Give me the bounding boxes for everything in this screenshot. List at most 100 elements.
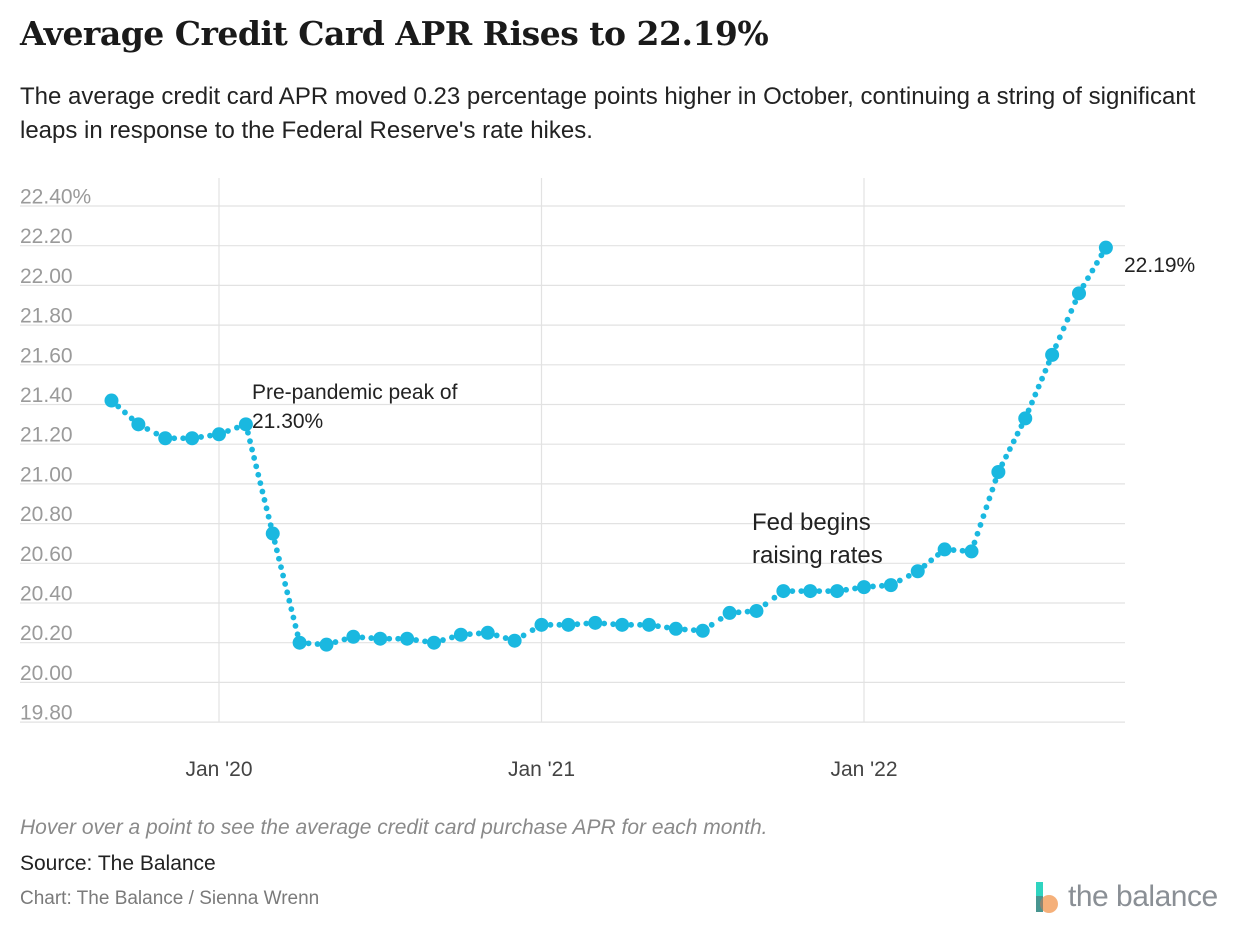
data-point[interactable]: [185, 431, 200, 446]
chart-title: Average Credit Card APR Rises to 22.19%: [20, 14, 769, 53]
data-point[interactable]: [749, 603, 764, 618]
line-dot: [986, 495, 993, 502]
line-dot: [251, 455, 258, 461]
series-points[interactable]: [104, 240, 1113, 652]
line-dot: [610, 621, 617, 628]
line-dot: [655, 623, 661, 630]
line-dot: [386, 635, 393, 642]
data-point[interactable]: [265, 526, 280, 541]
line-dot: [290, 614, 297, 621]
line-dot: [1072, 299, 1079, 306]
line-dot: [980, 513, 987, 520]
line-dot: [413, 637, 419, 643]
line-dot: [825, 588, 832, 594]
line-dot: [896, 577, 903, 584]
line-dot: [502, 635, 509, 641]
line-dot: [1014, 430, 1021, 437]
y-tick-label: 20.00: [20, 662, 73, 685]
data-point[interactable]: [131, 417, 146, 432]
line-dot: [305, 640, 312, 647]
data-point[interactable]: [803, 584, 818, 599]
data-point[interactable]: [695, 623, 710, 638]
data-point[interactable]: [104, 393, 119, 408]
data-point[interactable]: [1072, 286, 1086, 301]
line-dot: [493, 632, 500, 639]
line-dot: [359, 634, 366, 641]
data-point[interactable]: [722, 605, 737, 620]
source-text: Source: The Balance: [20, 852, 216, 875]
data-point[interactable]: [991, 464, 1006, 479]
y-tick-label: 22.00: [20, 265, 73, 288]
data-point[interactable]: [453, 627, 468, 642]
line-dot: [249, 446, 255, 453]
data-point[interactable]: [319, 637, 334, 652]
line-dot: [983, 504, 990, 511]
annotation-prepandemic-line1: Pre-pandemic peak of: [252, 381, 458, 404]
chart-subtitle: The average credit card APR moved 0.23 p…: [20, 83, 1196, 144]
line-dot: [1032, 391, 1039, 398]
line-dot: [273, 547, 280, 554]
data-point[interactable]: [292, 635, 307, 650]
data-point[interactable]: [1018, 411, 1033, 426]
line-dot: [905, 572, 912, 579]
line-dot: [789, 588, 796, 594]
data-point[interactable]: [238, 417, 253, 432]
line-dot: [574, 621, 581, 628]
data-point[interactable]: [1045, 347, 1060, 362]
line-dot: [255, 471, 262, 478]
line-dot: [762, 601, 769, 608]
data-point[interactable]: [776, 584, 791, 599]
line-dot: [261, 497, 268, 503]
data-point[interactable]: [480, 625, 495, 640]
line-dot: [144, 426, 151, 432]
line-dot: [681, 626, 688, 633]
line-dot: [798, 588, 805, 594]
data-point[interactable]: [427, 635, 441, 650]
data-point[interactable]: [642, 617, 656, 632]
data-point[interactable]: [615, 617, 630, 632]
line-dot: [1006, 446, 1013, 452]
line-chart[interactable]: 22.40% 22.20 22.00 21.80 21.60 21.40 21.20 21.0…: [0, 170, 1240, 790]
grid-lines: [20, 178, 1125, 723]
data-point[interactable]: [507, 633, 522, 648]
line-dot: [153, 430, 160, 437]
data-point[interactable]: [400, 631, 415, 646]
line-dot: [977, 522, 984, 528]
line-dot: [276, 555, 282, 562]
line-dot: [1010, 438, 1017, 445]
data-point[interactable]: [937, 542, 952, 557]
line-dot: [529, 627, 536, 634]
data-point[interactable]: [668, 621, 683, 636]
data-point[interactable]: [857, 580, 871, 595]
data-point[interactable]: [346, 629, 361, 644]
line-dot: [180, 435, 187, 442]
line-dot: [520, 632, 527, 639]
line-dot: [816, 588, 823, 594]
line-dot: [225, 428, 231, 434]
line-dot: [1085, 275, 1091, 282]
data-point[interactable]: [1098, 240, 1113, 255]
y-tick-label: 21.00: [20, 463, 73, 486]
data-point[interactable]: [910, 564, 925, 579]
data-point[interactable]: [534, 617, 549, 632]
line-dot: [1056, 334, 1063, 341]
line-dot: [1060, 325, 1067, 332]
line-dot: [556, 621, 563, 628]
y-tick-label: 21.40: [20, 384, 73, 407]
data-point[interactable]: [588, 615, 603, 630]
data-point[interactable]: [964, 544, 979, 559]
data-point[interactable]: [158, 431, 173, 446]
data-point[interactable]: [212, 427, 226, 442]
data-point[interactable]: [561, 617, 576, 632]
data-point[interactable]: [373, 631, 388, 646]
annotations: Pre-pandemic peak of 21.30% Fed begins r…: [252, 254, 1195, 569]
data-point[interactable]: [830, 584, 845, 599]
line-dot: [234, 424, 240, 431]
line-dot: [1068, 308, 1075, 314]
line-dot: [253, 463, 260, 470]
data-point[interactable]: [883, 578, 898, 593]
line-dot: [928, 557, 935, 564]
line-dot: [422, 638, 428, 645]
line-dot: [959, 547, 966, 554]
line-dot: [198, 434, 204, 440]
